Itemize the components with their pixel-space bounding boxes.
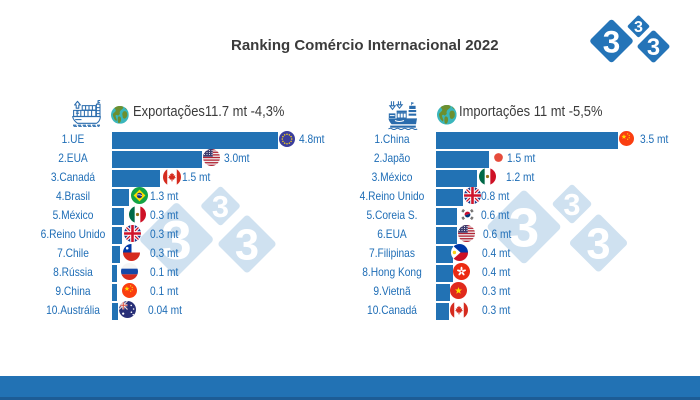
svg-text:3: 3: [586, 221, 610, 269]
svg-text:3: 3: [235, 222, 259, 270]
svg-text:3: 3: [634, 18, 643, 36]
svg-text:3: 3: [603, 23, 621, 59]
svg-text:3: 3: [161, 209, 192, 271]
svg-text:3: 3: [563, 187, 580, 222]
svg-text:3: 3: [212, 189, 229, 224]
svg-text:3: 3: [509, 197, 540, 259]
svg-text:3: 3: [647, 34, 660, 61]
